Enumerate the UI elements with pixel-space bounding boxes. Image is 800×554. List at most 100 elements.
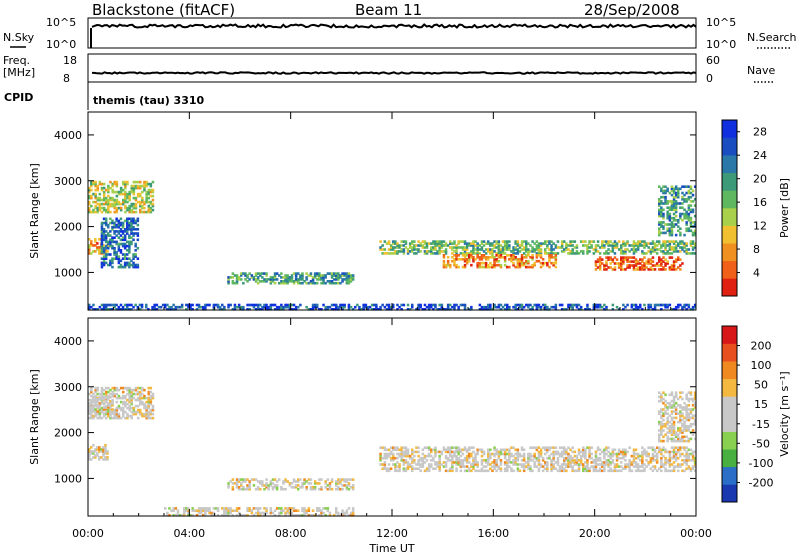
colorbar-tick-label: 24 [753, 149, 767, 162]
data-cell [683, 185, 686, 188]
data-cell [261, 276, 264, 279]
data-cell [670, 446, 674, 449]
data-cell [522, 305, 526, 309]
data-cell [349, 486, 353, 489]
data-cell [685, 435, 688, 439]
data-cell [102, 255, 106, 258]
data-cell [149, 208, 153, 212]
data-cell [617, 469, 621, 473]
data-cell [107, 184, 110, 188]
data-cell [259, 511, 262, 515]
data-cell [658, 223, 661, 226]
data-cell [554, 467, 558, 470]
data-cell [527, 461, 530, 464]
data-cell [472, 240, 475, 243]
data-cell [132, 192, 136, 196]
data-cell [639, 240, 642, 243]
data-cell [290, 274, 294, 277]
data-cell [582, 450, 585, 454]
data-cell [476, 242, 479, 245]
data-cell [677, 437, 680, 441]
data-cell [455, 461, 458, 464]
data-cell [139, 386, 142, 390]
data-cell [259, 274, 262, 277]
data-cell [227, 511, 230, 515]
data-cell [402, 250, 406, 253]
data-cell [451, 259, 454, 263]
colorbar-swatch [722, 414, 737, 432]
data-cell [537, 467, 541, 470]
data-cell [594, 262, 598, 265]
data-cell [102, 249, 106, 252]
data-cell [455, 456, 458, 460]
data-cell [658, 395, 661, 399]
data-cell [677, 465, 680, 468]
data-cell [117, 396, 121, 400]
data-cell [634, 305, 638, 309]
data-cell [90, 446, 93, 449]
data-cell [132, 186, 136, 190]
data-cell [539, 305, 543, 309]
data-cell [508, 448, 511, 452]
data-cell [664, 191, 667, 195]
data-cell [231, 486, 235, 489]
data-cell [685, 185, 688, 188]
data-cell [601, 450, 604, 454]
data-cell [685, 454, 688, 458]
data-cell [347, 303, 351, 307]
data-cell [128, 414, 131, 418]
data-cell [594, 465, 598, 468]
data-cell [666, 187, 669, 191]
data-cell [685, 242, 688, 245]
data-cell [508, 244, 511, 247]
data-cell [603, 454, 606, 458]
data-cell [256, 305, 260, 309]
data-cell [130, 188, 134, 192]
data-cell [100, 246, 104, 250]
data-cell [227, 303, 230, 307]
data-cell [691, 246, 695, 249]
data-cell [522, 246, 526, 249]
data-cell [514, 252, 517, 255]
data-cell [624, 250, 627, 253]
data-cell [417, 244, 420, 247]
data-cell [430, 463, 433, 466]
data-cell [554, 261, 558, 265]
data-cell [584, 240, 587, 243]
data-cell [571, 461, 574, 464]
data-cell [459, 454, 463, 458]
data-cell [679, 246, 682, 249]
data-cell [550, 459, 553, 462]
data-cell [674, 246, 678, 249]
data-cell [398, 452, 401, 456]
data-cell [643, 448, 646, 452]
data-cell [480, 242, 484, 245]
data-cell [472, 459, 475, 462]
data-cell [316, 507, 319, 510]
data-cell [100, 223, 104, 227]
data-cell [330, 274, 334, 277]
data-cell [284, 305, 287, 309]
data-cell [455, 446, 458, 449]
data-cell [601, 240, 604, 243]
data-cell [664, 231, 667, 235]
data-cell [100, 238, 104, 242]
data-cell [126, 308, 129, 311]
colorbar-swatch [722, 208, 737, 226]
data-cell [660, 422, 663, 426]
data-cell [263, 272, 266, 275]
data-cell [147, 390, 151, 394]
data-cell [128, 261, 131, 265]
data-cell [113, 198, 117, 202]
data-cell [297, 272, 300, 275]
data-cell [111, 196, 114, 200]
data-cell [622, 452, 625, 456]
data-cell [634, 260, 638, 263]
data-cell [271, 303, 275, 307]
data-cell [408, 244, 412, 247]
data-cell [503, 240, 507, 243]
data-cell [130, 240, 133, 244]
data-cell [478, 469, 482, 473]
data-cell [104, 456, 107, 459]
